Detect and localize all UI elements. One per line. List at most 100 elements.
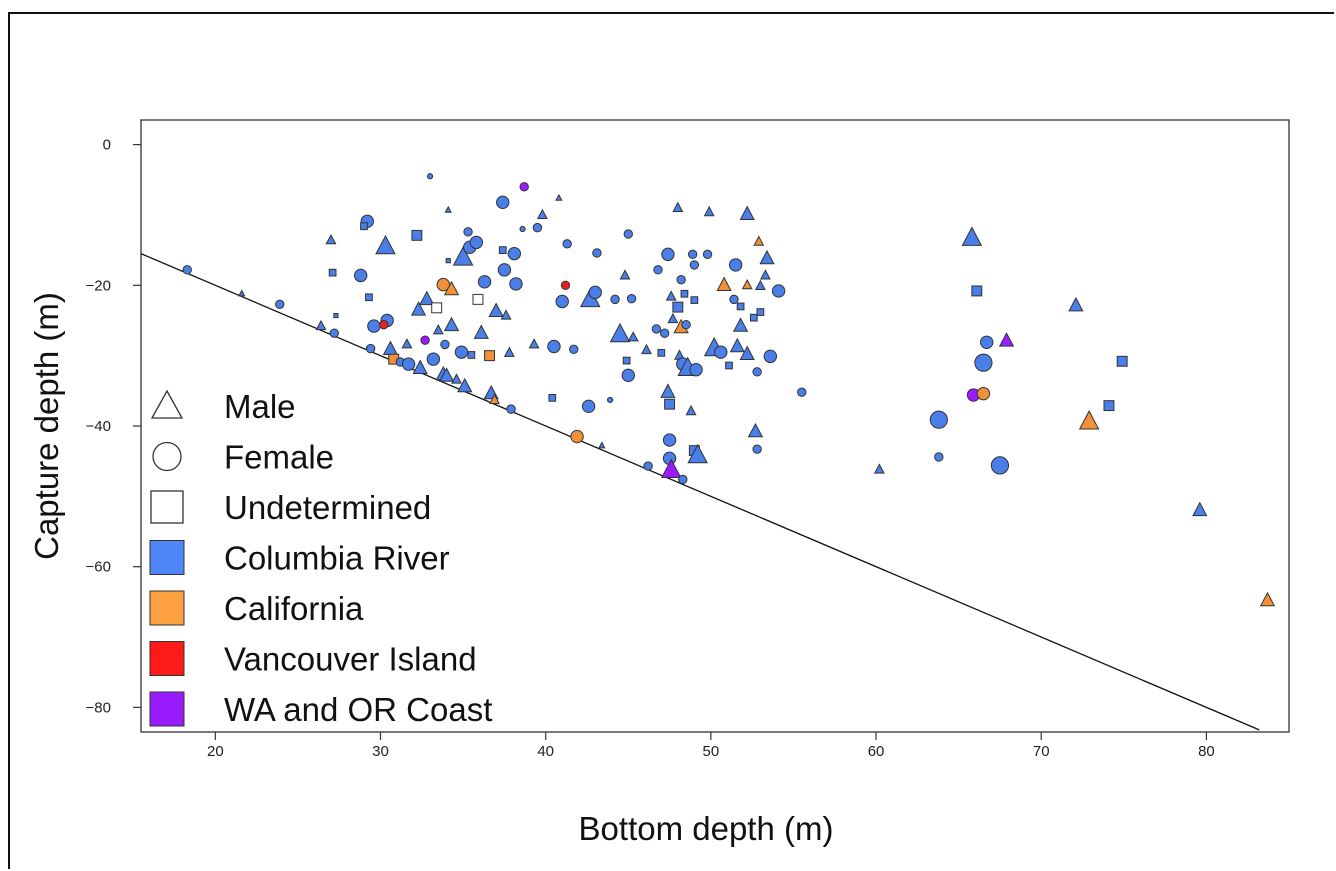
- data-point: [609, 322, 631, 343]
- data-point: [961, 226, 983, 246]
- data-point: [732, 317, 749, 332]
- y-tick-label: 0: [103, 137, 111, 154]
- data-point: [610, 294, 620, 305]
- data-point: [444, 205, 452, 213]
- data-point: [1192, 501, 1208, 517]
- data-point: [665, 290, 677, 301]
- data-point: [484, 350, 495, 362]
- data-point: [443, 280, 460, 296]
- data-point: [445, 258, 451, 264]
- data-point: [685, 404, 697, 416]
- legend-triangle-icon: [150, 389, 184, 419]
- data-point: [365, 343, 376, 354]
- data-point: [410, 301, 427, 316]
- data-point: [452, 246, 474, 266]
- data-point: [1103, 400, 1115, 412]
- data-point: [660, 383, 676, 398]
- data-point: [379, 320, 389, 330]
- data-point: [703, 205, 715, 217]
- legend-label: Columbia River: [224, 540, 450, 577]
- reference-line-layer: [140, 253, 1260, 731]
- data-point: [360, 222, 368, 231]
- data-point: [353, 268, 368, 283]
- data-point: [467, 351, 476, 359]
- data-point: [736, 302, 745, 311]
- legend-label: Vancouver Island: [224, 641, 477, 678]
- data-point: [555, 294, 569, 309]
- data-point: [687, 443, 708, 464]
- data-point: [619, 269, 631, 280]
- data-point: [729, 294, 739, 305]
- data-point: [1116, 355, 1128, 367]
- legend-label: California: [224, 590, 364, 627]
- data-point: [432, 324, 444, 335]
- data-point: [536, 208, 548, 219]
- x-axis: 20 30 40 50 60 70 80: [207, 732, 1215, 760]
- data-point: [660, 458, 682, 478]
- data-point: [661, 247, 675, 262]
- x-tick-label: 50: [703, 743, 720, 760]
- data-point: [640, 343, 652, 355]
- x-tick-label: 20: [207, 743, 224, 760]
- data-point: [507, 246, 522, 261]
- data-point: [990, 456, 1010, 475]
- data-point: [753, 235, 765, 246]
- y-tick-label: −60: [86, 559, 111, 576]
- legend-color-swatch: [149, 691, 185, 727]
- data-point: [622, 356, 631, 365]
- data-point: [643, 461, 653, 471]
- data-point: [626, 293, 637, 304]
- data-point: [488, 302, 504, 317]
- data-point: [657, 348, 666, 357]
- data-point: [500, 309, 512, 320]
- data-point: [473, 324, 489, 339]
- y-axis: 0 −20 −40 −60 −80: [86, 137, 141, 716]
- data-point: [759, 269, 771, 280]
- data-point: [431, 302, 443, 314]
- data-point: [498, 246, 507, 254]
- data-point: [756, 308, 765, 316]
- legend-label: Male: [224, 388, 296, 425]
- data-point: [747, 422, 764, 438]
- data-point: [739, 205, 755, 220]
- data-point: [438, 367, 455, 382]
- data-point: [739, 345, 755, 360]
- data-point: [420, 335, 430, 345]
- data-point: [454, 345, 469, 359]
- data-point: [562, 239, 572, 249]
- data-point: [503, 346, 515, 357]
- data-point: [623, 229, 633, 239]
- legend-square-icon: [150, 490, 184, 524]
- x-tick-label: 40: [537, 743, 554, 760]
- data-point: [1259, 591, 1276, 607]
- data-point: [797, 387, 807, 397]
- data-point: [678, 474, 688, 485]
- data-point: [401, 357, 416, 371]
- data-point: [489, 393, 500, 404]
- data-point: [411, 229, 423, 241]
- data-point: [771, 284, 786, 298]
- data-point: [496, 195, 510, 210]
- data-point: [401, 338, 413, 349]
- data-point: [555, 193, 563, 201]
- data-point: [238, 289, 246, 297]
- data-point: [676, 274, 686, 285]
- data-point: [725, 361, 733, 370]
- data-point: [689, 363, 703, 377]
- data-point: [741, 279, 753, 290]
- y-tick-label: −20: [86, 277, 111, 294]
- data-point: [754, 279, 766, 290]
- data-point: [752, 444, 762, 454]
- data-point: [457, 377, 473, 393]
- data-point: [714, 345, 728, 359]
- data-point: [412, 359, 428, 374]
- data-point: [976, 386, 991, 401]
- data-point: [653, 265, 663, 275]
- data-point: [1078, 410, 1100, 430]
- data-point: [672, 301, 684, 313]
- legend-label: WA and OR Coast: [224, 691, 492, 728]
- data-point: [547, 339, 561, 354]
- y-tick-label: −40: [86, 418, 111, 435]
- data-point: [477, 275, 492, 289]
- x-tick-label: 80: [1198, 743, 1215, 760]
